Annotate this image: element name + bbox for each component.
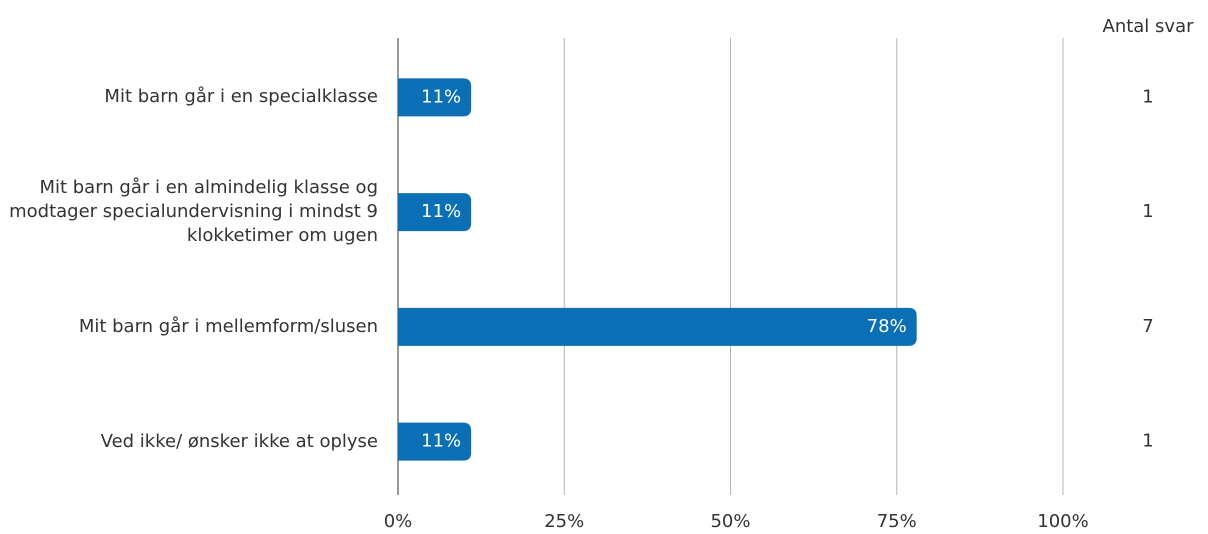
x-tick-label: 75% [877,511,917,532]
count: 1 [1142,86,1153,107]
bar [398,422,472,461]
value-label: 11% [421,86,461,107]
category-label: Ved ikke/ ønsker ikke at oplyse [100,430,378,452]
bar [398,78,472,117]
count-title: Antal svar [1103,16,1195,37]
value-label: 11% [421,201,461,222]
value-label: 78% [867,316,907,337]
bar [398,307,917,346]
x-tick-label: 100% [1037,511,1088,532]
value-label: 11% [421,431,461,452]
x-tick-label: 50% [710,511,750,532]
count: 1 [1142,201,1153,222]
x-tick-label: 25% [544,511,584,532]
x-tick-label: 0% [384,511,413,532]
bar [398,193,472,232]
category-label: Mit barn går i mellemform/slusen [78,315,378,337]
category-label: Mit barn går i en specialklasse [104,86,378,108]
count: 1 [1142,431,1153,452]
category-label: Mit barn går i en almindelig klasse og m… [9,177,378,247]
count: 7 [1142,316,1153,337]
